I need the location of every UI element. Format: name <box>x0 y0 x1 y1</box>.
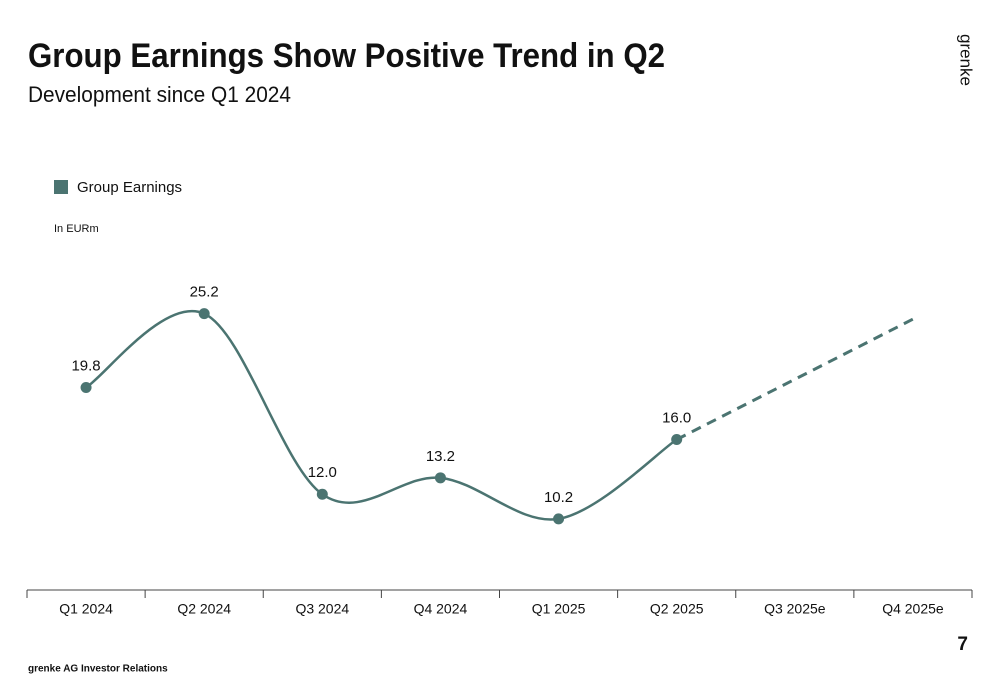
footer: grenke AG Investor Relations <box>28 664 168 675</box>
trend-line <box>676 317 914 441</box>
x-tick-label: Q1 2024 <box>59 601 113 617</box>
x-tick-label: Q4 2024 <box>414 601 468 617</box>
data-label: 19.8 <box>71 358 100 375</box>
x-tick-label: Q3 2024 <box>295 601 349 617</box>
x-tick-label: Q4 2025e <box>882 601 944 617</box>
data-point <box>316 488 328 500</box>
x-tick-label: Q2 2025 <box>650 601 704 617</box>
data-label: 25.2 <box>190 284 219 301</box>
title: Group Earnings Show Positive Trend in Q2 <box>28 37 665 75</box>
x-tick-label: Q3 2025e <box>764 601 826 617</box>
data-point <box>198 308 210 320</box>
data-point <box>434 472 446 484</box>
x-tick-label: Q1 2025 <box>532 601 586 617</box>
data-label: 13.2 <box>426 448 455 465</box>
data-label: 16.0 <box>662 409 691 426</box>
data-point <box>80 382 92 394</box>
x-tick-label: Q2 2024 <box>177 601 231 617</box>
line <box>85 309 678 521</box>
data-point <box>553 513 565 525</box>
data-label: 12.0 <box>308 464 337 481</box>
legend-swatch <box>54 180 68 194</box>
brand: grenke <box>957 34 976 86</box>
data-label: 10.2 <box>544 489 573 506</box>
unit-note: In EURm <box>54 223 99 235</box>
page-number: 7 <box>957 634 968 655</box>
legend-label: Group Earnings <box>77 179 182 196</box>
subtitle: Development since Q1 2024 <box>28 82 291 107</box>
